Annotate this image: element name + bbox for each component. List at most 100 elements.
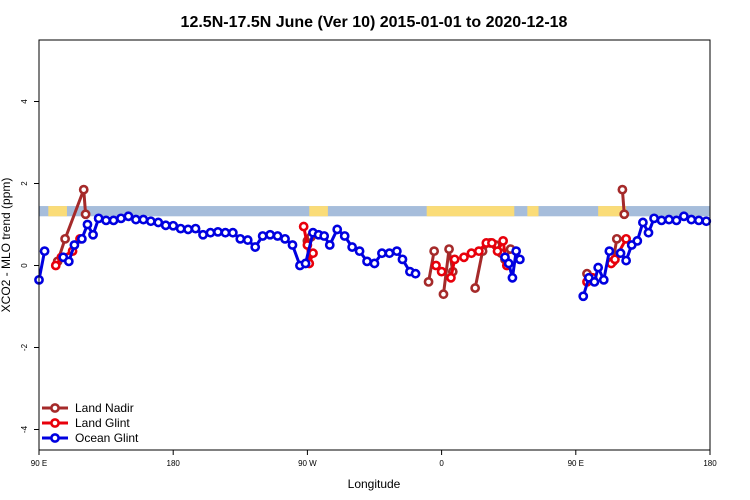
axes: 90 E 180 90 W 0 90 E 180 -4 -2 0 2 4	[20, 99, 717, 468]
land-band-segment	[309, 206, 328, 217]
data-point	[82, 219, 93, 230]
data-point	[377, 248, 387, 259]
y-tick-label: 2	[20, 181, 29, 186]
y-tick-label: 4	[20, 99, 29, 104]
data-point	[308, 248, 318, 259]
data-point	[116, 213, 126, 224]
ocean-band	[39, 206, 710, 217]
data-point	[250, 242, 261, 252]
land-band-segment	[48, 206, 67, 217]
data-point	[227, 227, 238, 238]
data-point	[235, 233, 246, 244]
legend-item: Land Nadir	[42, 401, 134, 415]
data-point	[175, 223, 186, 234]
data-point	[492, 246, 503, 257]
data-point	[507, 272, 518, 283]
data-point	[701, 216, 712, 227]
chart-title: 12.5N-17.5N June (Ver 10) 2015-01-01 to …	[181, 14, 568, 31]
data-point	[213, 226, 223, 237]
y-tick-label: -2	[20, 343, 29, 351]
legend-item: Ocean Glint	[42, 431, 139, 445]
series-group	[34, 184, 712, 302]
data-point	[621, 233, 632, 244]
data-point	[183, 224, 194, 235]
data-point	[397, 254, 408, 265]
data-point	[76, 233, 87, 244]
data-point	[604, 246, 615, 257]
data-point	[423, 276, 434, 287]
data-point	[664, 214, 674, 225]
data-point	[466, 248, 477, 259]
data-point	[511, 246, 522, 257]
data-point	[470, 283, 481, 293]
data-point	[50, 260, 61, 271]
data-point	[88, 229, 98, 240]
data-point	[39, 246, 50, 257]
data-point	[621, 255, 632, 266]
legend-label: Land Glint	[75, 416, 130, 430]
data-point	[300, 258, 311, 269]
series-line	[62, 214, 417, 276]
data-point	[362, 256, 372, 267]
x-tick-label: 90 E	[31, 459, 47, 468]
legend-marker	[50, 433, 60, 443]
data-point	[459, 252, 469, 263]
data-point	[369, 258, 380, 269]
data-point	[578, 291, 589, 302]
data-point	[391, 246, 402, 257]
data-point	[63, 256, 74, 267]
data-point	[101, 215, 111, 226]
data-point	[123, 211, 134, 222]
data-point	[410, 268, 421, 279]
data-point	[498, 235, 509, 246]
data-point	[190, 223, 201, 234]
data-point	[619, 209, 630, 220]
series-ocean-glint	[34, 211, 712, 302]
land-band-segment	[598, 206, 627, 217]
data-point	[598, 274, 609, 285]
data-point	[656, 215, 667, 226]
data-point	[287, 240, 298, 250]
data-point	[332, 224, 343, 235]
data-point	[429, 246, 440, 257]
data-point	[280, 233, 290, 244]
y-tick-label: -4	[20, 425, 29, 433]
data-point	[319, 231, 330, 241]
data-point	[693, 215, 704, 226]
x-tick-label: 90 E	[568, 459, 584, 468]
data-point	[438, 289, 449, 300]
data-point	[145, 216, 156, 227]
data-point	[298, 221, 309, 232]
data-point	[617, 184, 628, 195]
data-point	[446, 272, 456, 283]
data-point	[615, 248, 626, 259]
data-point	[265, 229, 276, 240]
data-point	[153, 217, 164, 228]
data-point	[487, 238, 497, 248]
legend-marker	[50, 418, 60, 428]
legend-label: Ocean Glint	[75, 431, 139, 445]
data-point	[347, 242, 358, 252]
data-point	[131, 214, 141, 225]
data-point	[649, 213, 659, 224]
plot-frame	[38, 39, 711, 451]
data-point	[168, 220, 179, 231]
data-point	[93, 213, 104, 224]
data-point	[108, 215, 119, 226]
data-point	[198, 229, 208, 240]
legend-marker	[50, 403, 60, 413]
series-line	[56, 189, 88, 262]
y-axis-label: XCO2 - MLO trend (ppm)	[0, 178, 13, 313]
data-point	[436, 266, 447, 277]
y-tick-label: 0	[20, 263, 29, 268]
data-point	[272, 231, 283, 241]
data-point	[449, 254, 460, 265]
data-point	[589, 276, 600, 287]
data-point	[220, 227, 231, 238]
data-point	[339, 231, 350, 241]
data-point	[632, 235, 643, 246]
data-point	[593, 262, 604, 273]
series-land-nadir	[52, 184, 630, 300]
legend-label: Land Nadir	[75, 401, 134, 415]
